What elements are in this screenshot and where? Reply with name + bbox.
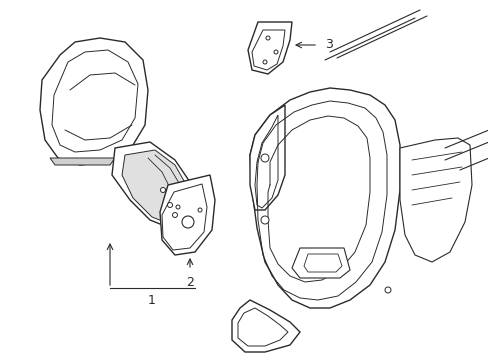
Circle shape: [176, 205, 180, 209]
Polygon shape: [399, 138, 471, 262]
Circle shape: [384, 287, 390, 293]
Polygon shape: [249, 88, 399, 308]
Circle shape: [182, 216, 194, 228]
Text: 3: 3: [325, 39, 332, 51]
Circle shape: [263, 60, 266, 64]
Text: 1: 1: [148, 293, 156, 306]
Polygon shape: [247, 22, 291, 74]
Circle shape: [273, 50, 278, 54]
Polygon shape: [231, 300, 299, 352]
Circle shape: [167, 202, 172, 207]
Polygon shape: [40, 38, 148, 165]
Text: 2: 2: [185, 275, 194, 288]
Circle shape: [172, 212, 177, 217]
Polygon shape: [304, 254, 341, 272]
Circle shape: [160, 188, 165, 193]
Polygon shape: [249, 105, 285, 210]
Polygon shape: [112, 142, 195, 228]
Polygon shape: [160, 175, 215, 255]
Polygon shape: [122, 150, 190, 224]
Circle shape: [261, 154, 268, 162]
Circle shape: [265, 36, 269, 40]
Polygon shape: [291, 248, 349, 278]
Polygon shape: [50, 158, 115, 165]
Circle shape: [261, 216, 268, 224]
Circle shape: [198, 208, 202, 212]
